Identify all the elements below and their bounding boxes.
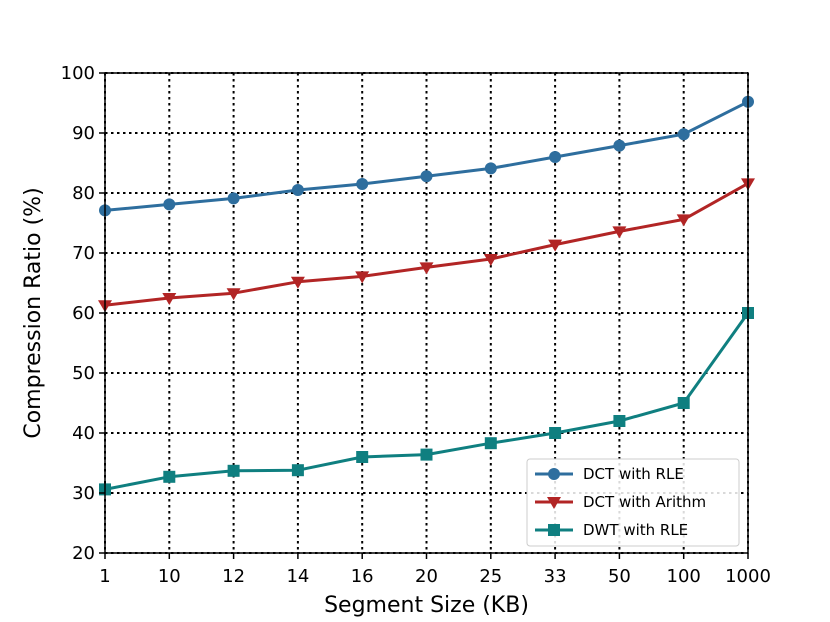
legend-item: DCT with Arithm	[535, 493, 706, 511]
data-point	[676, 214, 691, 227]
data-point	[227, 192, 240, 205]
legend: DCT with RLE DCT with Arithm DWT with RLE	[526, 458, 740, 547]
data-point	[677, 397, 690, 409]
x-tick-label: 14	[286, 566, 309, 587]
legend-marker	[548, 468, 560, 480]
x-tick-label: 100	[667, 566, 701, 587]
data-point	[548, 239, 563, 252]
series-dct-with-rle	[99, 95, 754, 217]
y-tick-label: 50	[72, 363, 95, 384]
x-tick-label: 1000	[725, 566, 771, 587]
y-tick-label: 80	[72, 183, 95, 204]
data-point	[163, 470, 176, 483]
data-point	[163, 198, 176, 211]
data-point	[420, 170, 433, 183]
y-tick-label: 20	[72, 543, 95, 564]
x-tick-label: 16	[351, 566, 374, 587]
data-point	[420, 448, 433, 461]
x-tick-label: 50	[608, 566, 631, 587]
data-point	[613, 139, 626, 152]
axis-ticks: 1 10 12 14 16 20 25 33 50 100 1000 20 30 40 50 60 70 80 90…	[61, 63, 771, 587]
data-point	[612, 226, 627, 239]
legend-marker	[548, 524, 560, 536]
data-point	[291, 184, 304, 196]
legend-box	[526, 458, 740, 547]
data-point	[162, 293, 177, 305]
x-tick-label: 25	[479, 566, 502, 587]
data-point	[291, 464, 304, 477]
data-point	[483, 254, 498, 266]
series-dwt-with-rle	[99, 307, 754, 496]
data-point	[226, 288, 241, 301]
legend-item: DWT with RLE	[535, 521, 688, 539]
x-tick-label: 10	[158, 566, 181, 587]
x-axis-title: Segment Size (KB)	[324, 593, 529, 618]
y-tick-label: 40	[72, 423, 95, 444]
x-tick-label: 1	[99, 566, 110, 587]
data-point	[227, 464, 240, 477]
data-point	[356, 451, 369, 463]
data-point	[356, 178, 369, 190]
data-point	[677, 128, 690, 141]
legend-label: DCT with Arithm	[583, 493, 706, 511]
data-point	[484, 162, 497, 175]
legend-item: DCT with RLE	[535, 465, 684, 483]
legend-marker	[547, 497, 561, 509]
y-tick-label: 100	[61, 63, 95, 84]
y-tick-label: 90	[72, 123, 95, 144]
data-point	[549, 151, 562, 163]
data-point	[290, 276, 305, 289]
legend-label: DWT with RLE	[583, 521, 688, 539]
series-dct-with-arithm	[98, 178, 755, 313]
y-tick-label: 70	[72, 243, 95, 264]
y-axis-title: Compression Ratio (%)	[21, 187, 46, 438]
y-tick-label: 30	[72, 483, 95, 504]
x-tick-label: 33	[544, 566, 567, 587]
data-point	[549, 427, 562, 439]
legend-label: DCT with RLE	[583, 465, 684, 483]
data-point	[355, 271, 370, 284]
x-tick-label: 12	[222, 566, 245, 587]
data-point	[613, 415, 626, 427]
y-tick-label: 60	[72, 303, 95, 324]
data-point	[484, 437, 497, 450]
series-layer	[98, 95, 755, 496]
x-tick-label: 20	[415, 566, 438, 587]
data-point	[419, 262, 434, 275]
